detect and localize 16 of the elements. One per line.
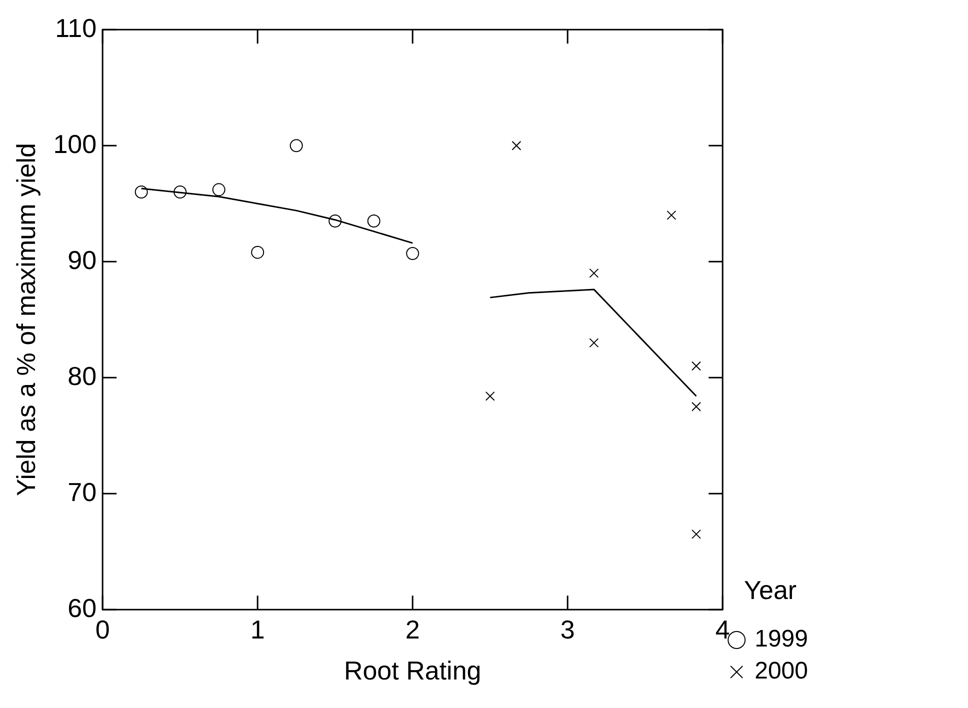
x-axis-title: Root Rating xyxy=(344,656,482,686)
y-tick-label: 80 xyxy=(68,360,97,391)
y-axis-title: Yield as a % of maximum yield xyxy=(10,143,41,496)
legend-label: 2000 xyxy=(754,658,808,685)
y-tick-label: 100 xyxy=(53,128,97,159)
y-tick-label: 60 xyxy=(68,592,97,623)
x-tick-label: 1 xyxy=(250,614,265,644)
x-tick-label: 3 xyxy=(560,614,575,644)
y-tick-label: 90 xyxy=(68,244,97,275)
x-tick-label: 2 xyxy=(405,614,420,644)
x-tick-label: 4 xyxy=(715,614,730,644)
y-tick-label: 110 xyxy=(55,12,97,43)
legend-label: 1999 xyxy=(754,626,808,653)
legend-title: Year xyxy=(744,574,797,605)
y-tick-label: 70 xyxy=(68,476,97,507)
x-tick-label: 0 xyxy=(95,614,110,644)
